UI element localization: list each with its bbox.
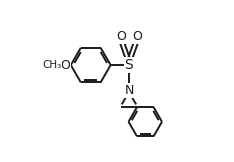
Text: N: N [124,84,134,97]
Text: CH₃: CH₃ [42,60,61,70]
Text: O: O [132,30,142,43]
Text: S: S [124,58,133,72]
Text: O: O [60,59,70,72]
Text: O: O [116,30,126,43]
